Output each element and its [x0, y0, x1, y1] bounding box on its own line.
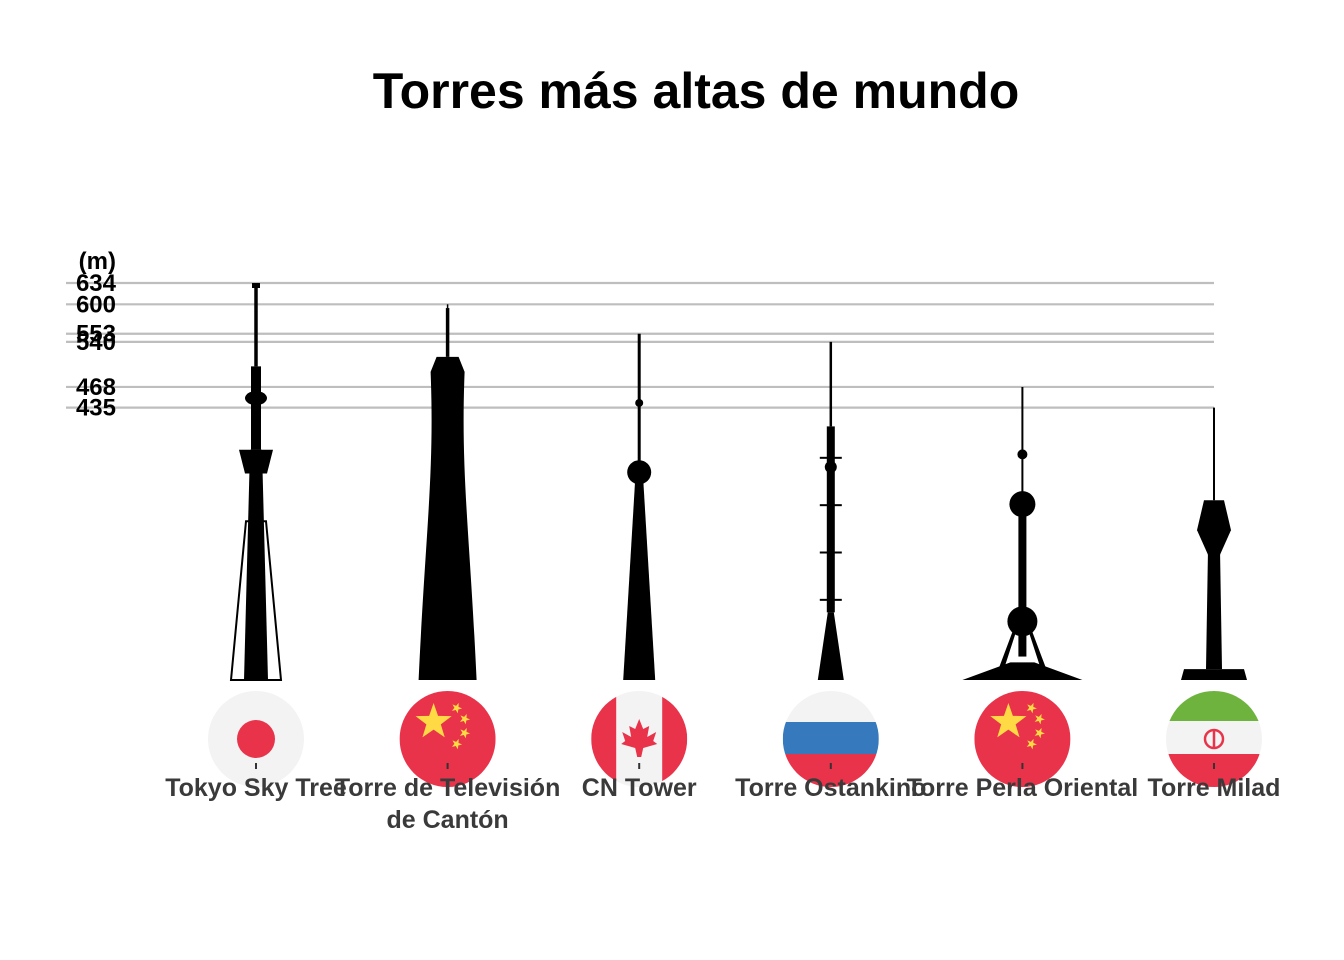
flag-star	[990, 703, 1027, 738]
flag-stripe	[1166, 691, 1262, 721]
flag-china-icon	[399, 691, 496, 787]
tower-5	[962, 386, 1083, 680]
flag-star	[1026, 738, 1037, 750]
tower-body	[623, 479, 656, 680]
flag-star	[459, 713, 471, 725]
tower-legs	[229, 520, 283, 681]
flag-star	[451, 702, 463, 714]
tower-leg	[994, 621, 1020, 680]
y-tick-label: 553	[76, 321, 116, 348]
flag-star	[1026, 702, 1037, 714]
tower-legs	[817, 612, 844, 680]
flag-china-icon	[974, 691, 1071, 787]
flag-stripe	[782, 722, 879, 754]
tower-tip	[252, 283, 260, 288]
tower-base	[1181, 669, 1247, 680]
flag-field	[974, 691, 1071, 787]
y-tick-label: 468	[76, 374, 116, 401]
tower-deck	[245, 391, 267, 406]
y-tick-label: 634	[76, 270, 117, 297]
tower-ring	[819, 598, 842, 601]
flag-star	[415, 703, 452, 738]
y-tick-label: 600	[76, 291, 116, 318]
flag-star	[451, 738, 463, 750]
tower-marks	[229, 283, 1247, 681]
tower-ring	[819, 504, 842, 507]
tower-shaft	[1206, 549, 1222, 670]
x-tick-label: Torre Ostankino	[735, 774, 926, 802]
flag-star	[459, 727, 471, 739]
chart-title: Torres más altas de mundo	[372, 63, 1020, 119]
tower-leg	[1025, 621, 1051, 680]
tower-4	[817, 341, 844, 680]
tower-deck	[824, 460, 837, 473]
tower-sphere	[1007, 606, 1038, 637]
x-tick-label: Torre de Televisión	[335, 774, 561, 802]
y-tick-label: 435	[76, 395, 116, 422]
flag-band	[591, 691, 617, 787]
tower-skypod	[635, 398, 644, 407]
flag-disc	[237, 720, 275, 758]
tower-shaft	[826, 426, 835, 613]
tower-ring	[819, 456, 842, 459]
tower-shaft	[251, 366, 261, 450]
tower-3	[623, 333, 656, 680]
flag-icons	[208, 691, 1262, 787]
tower-sphere	[1009, 491, 1036, 518]
x-tick-label: Tokyo Sky Tree	[165, 774, 347, 802]
y-axis-label: (m)	[79, 248, 116, 275]
tower-6	[1181, 407, 1247, 680]
tower-pod	[1197, 500, 1231, 555]
flag-canada-icon	[591, 691, 688, 787]
flag-field	[399, 691, 496, 787]
x-tick-label: CN Tower	[582, 774, 697, 802]
y-tick-label: 540	[76, 329, 116, 356]
flag-japan-icon	[208, 691, 304, 787]
tower-body	[244, 449, 268, 680]
x-tick-label: Torre Milad	[1148, 774, 1281, 802]
tower-deck	[239, 449, 273, 474]
tower-2	[418, 304, 477, 680]
x-tick-label: Torre Perla Oriental	[907, 774, 1139, 802]
tower-shaft	[1018, 504, 1027, 657]
tower-body	[418, 356, 477, 680]
tower-1	[229, 283, 283, 681]
flag-star	[1034, 727, 1045, 739]
flag-band	[662, 691, 688, 787]
flag-maple-leaf	[621, 719, 658, 757]
tower-ring	[819, 551, 842, 554]
tower-base	[962, 662, 1083, 680]
x-tick-label: de Cantón	[386, 806, 508, 834]
flag-star	[1034, 713, 1045, 725]
